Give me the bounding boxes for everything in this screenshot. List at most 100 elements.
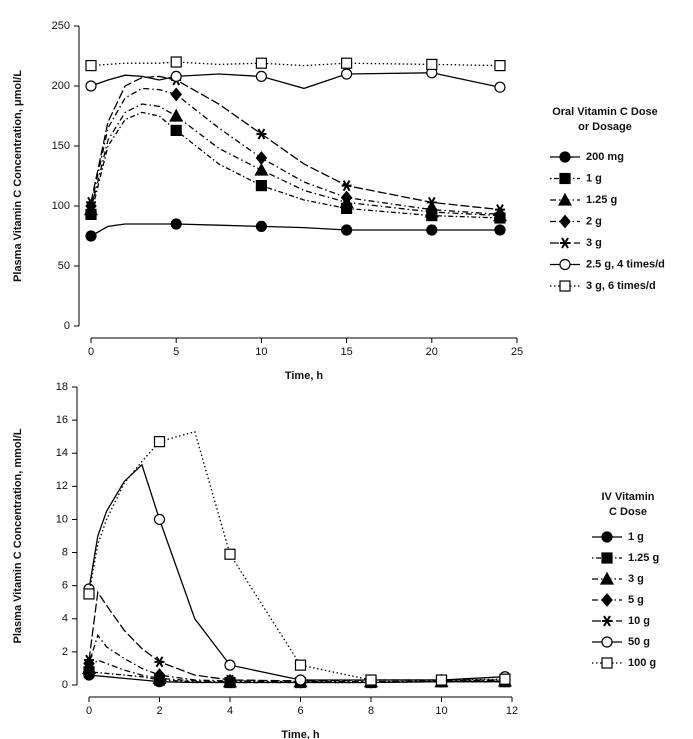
x-tick-label: 10 (435, 705, 447, 717)
y-tick-label: 150 (52, 140, 70, 152)
series-line (90, 72, 501, 90)
data-point (494, 204, 505, 216)
data-point (86, 196, 96, 208)
series-line (88, 633, 506, 683)
legend-marker (559, 258, 571, 271)
legend-marker (599, 571, 615, 585)
series-line (90, 61, 501, 67)
x-tick-label: 4 (227, 705, 233, 717)
data-point (255, 220, 267, 232)
data-point (224, 659, 236, 671)
data-point (255, 57, 267, 69)
x-tick-label: 0 (88, 346, 94, 358)
series-line (90, 111, 501, 219)
data-point (365, 674, 377, 686)
x-tick-label: 5 (173, 346, 179, 358)
data-point (225, 674, 235, 686)
data-point (341, 57, 353, 69)
data-point (224, 548, 236, 560)
data-point (170, 218, 182, 230)
series-line (90, 103, 501, 217)
legend-label: 10 g (628, 615, 650, 627)
legend-marker (559, 151, 571, 163)
data-point (83, 588, 95, 600)
data-point (170, 56, 182, 68)
data-point (153, 513, 166, 526)
y-tick-label: 14 (56, 447, 68, 459)
x-axis-label: Time, h (281, 729, 320, 739)
legend-label: 3 g (586, 237, 602, 249)
data-point (153, 436, 166, 448)
legend-marker (601, 657, 613, 669)
data-point (85, 59, 97, 72)
series-line (88, 671, 505, 684)
data-point (499, 673, 511, 685)
data-point (153, 668, 166, 683)
data-point (435, 674, 448, 686)
data-point (170, 70, 182, 83)
data-point (84, 654, 94, 666)
y-axis-label: Plasma Vitamin C Concentration, mmol/L (12, 428, 24, 643)
x-axis-label: Time, h (285, 370, 324, 382)
legend-marker (557, 192, 573, 206)
data-point (170, 87, 182, 102)
data-point (341, 224, 353, 236)
y-tick-label: 100 (52, 200, 70, 212)
y-tick-label: 18 (56, 381, 68, 393)
series-line (88, 430, 506, 681)
y-tick-label: 250 (52, 20, 70, 32)
data-point (340, 190, 353, 205)
y-tick-label: 0 (64, 320, 70, 332)
data-point (85, 80, 97, 92)
data-point (254, 162, 269, 176)
y-tick-label: 50 (58, 260, 70, 272)
data-point (170, 124, 182, 137)
data-point (341, 68, 353, 80)
legend-label: 1 g (628, 531, 644, 543)
series-line (90, 75, 501, 211)
y-tick-label: 16 (56, 414, 68, 426)
data-point (494, 224, 506, 236)
data-point (426, 196, 437, 208)
legend-marker (559, 172, 571, 185)
x-tick-label: 20 (426, 346, 438, 358)
legend-label: 50 g (628, 636, 650, 648)
data-point (426, 224, 438, 236)
data-point (85, 230, 97, 242)
legend-label: 1.25 g (586, 194, 617, 206)
data-point (255, 151, 268, 165)
data-point (256, 128, 267, 140)
legend-label: 200 mg (586, 151, 624, 163)
legend-marker (601, 552, 613, 564)
legend-label: 100 g (628, 657, 656, 669)
x-tick-label: 12 (506, 705, 518, 717)
y-tick-label: 12 (56, 480, 68, 492)
legend-marker (601, 531, 613, 543)
y-tick-label: 0 (62, 679, 68, 691)
y-tick-label: 4 (62, 613, 68, 625)
y-tick-label: 200 (52, 80, 70, 92)
x-tick-label: 0 (86, 705, 92, 717)
data-point (294, 659, 307, 671)
legend-label: 1.25 g (628, 552, 659, 564)
data-point (255, 180, 267, 192)
series-line (90, 87, 501, 216)
legend-label: 1 g (586, 172, 602, 184)
legend-label: 3 g (628, 573, 644, 585)
legend-label: 2.5 g, 4 times/d (586, 258, 665, 270)
y-tick-label: 2 (62, 646, 68, 658)
legend-title: IV Vitamin (602, 491, 655, 503)
data-point (341, 180, 352, 192)
series-line (90, 223, 500, 237)
data-point (154, 656, 165, 668)
legend-marker (601, 593, 613, 607)
legend-title: C Dose (609, 506, 647, 518)
legend-marker (559, 214, 571, 229)
legend-title: Oral Vitamin C Dose (552, 106, 658, 118)
data-point (255, 70, 267, 83)
series-line (88, 463, 506, 681)
legend-marker (560, 237, 570, 249)
legend-label: 2 g (586, 215, 602, 227)
x-tick-label: 15 (340, 346, 352, 358)
